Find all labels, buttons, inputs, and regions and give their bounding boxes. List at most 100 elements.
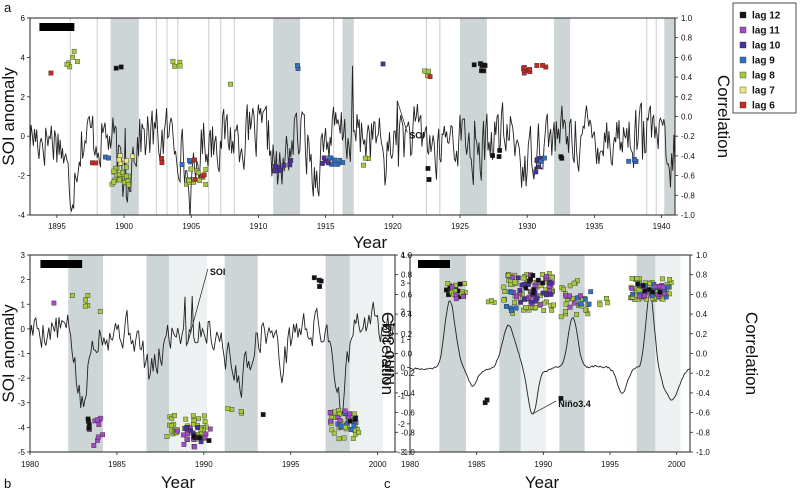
scatter-point-lag-12 [482,400,488,406]
y2-tick-label: -0.6 [681,172,695,181]
y-tick-label: -3 [18,399,26,408]
y-tick-label: 4 [401,251,406,260]
scatter-point-lag-8 [203,167,209,172]
scatter-point-lag-11 [328,418,333,424]
scatter-point-lag-11 [95,434,101,440]
scatter-point-lag-8 [521,275,527,281]
scatter-point-lag-11 [629,286,635,291]
scatter-point-lag-12 [113,65,119,71]
y2-tick-label: -0.2 [681,132,695,141]
scatter-point-lag-12 [531,287,537,292]
scatter-point-lag-8 [82,303,88,309]
scatter-point-lag-8 [660,276,665,282]
scatter-point-lag-6 [159,160,165,166]
y2-tick-label: 0.0 [681,113,693,122]
panel-label: b [4,476,11,491]
scale-bar [40,260,83,268]
scatter-point-lag-11 [91,443,97,448]
scatter-point-lag-6 [93,160,99,166]
y2-tick-label: 1.0 [681,14,693,23]
scatter-point-lag-11 [100,432,106,438]
x-axis-label: Year [525,473,560,492]
scatter-point-lag-10 [273,163,278,169]
panel-label: a [4,0,12,15]
annotation-leader [396,100,408,133]
x-tick-label: 1990 [195,460,213,469]
scatter-point-lag-9 [179,162,185,167]
y2-tick-label: 0.8 [681,34,693,43]
scatter-point-lag-8 [172,63,178,69]
scatter-point-lag-9 [630,291,636,297]
y-tick-label: -1 [18,350,26,359]
scatter-point-lag-12 [481,62,486,68]
scatter-point-lag-12 [642,288,648,294]
scatter-point-lag-9 [351,423,357,429]
scatter-point-lag-10 [544,292,549,298]
scatter-point-lag-8 [523,305,529,310]
scatter-point-lag-8 [521,307,526,313]
scatter-point-lag-11 [538,302,544,307]
scatter-point-lag-10 [325,160,331,166]
scatter-point-lag-11 [567,304,573,310]
y2-tick-label: -0.4 [681,152,695,161]
y2-tick-label: -0.4 [401,389,415,398]
scatter-point-lag-11 [660,284,666,290]
y-axis-label: Niño 3.4 [379,322,398,385]
annotation-leader [187,268,209,343]
y2-axis-label: Correlation [742,312,761,395]
scatter-point-lag-8 [540,272,545,277]
scatter-point-lag-8 [191,418,197,423]
scatter-point-lag-8 [83,297,88,303]
scatter-point-lag-6 [192,176,198,182]
scatter-point-lag-7 [116,157,122,163]
scatter-point-lag-11 [185,431,190,437]
scatter-point-lag-12 [197,435,202,441]
legend-swatch [739,41,747,49]
x-axis-label: Year [353,233,388,252]
y-tick-label: 1 [401,335,406,344]
scatter-point-lag-8 [575,278,580,284]
scatter-point-lag-8 [512,300,517,305]
scatter-point-lag-9 [582,296,588,302]
y2-axis-label: Correlation [714,75,733,158]
scatter-point-lag-8 [508,282,513,287]
scatter-point-lag-12 [347,418,353,424]
scatter-point-lag-12 [86,425,92,431]
scatter-point-lag-9 [509,308,514,314]
scatter-point-lag-11 [578,293,583,299]
y-tick-label: 0 [21,132,26,141]
scatter-point-lag-11 [96,422,102,427]
scatter-point-lag-9 [632,157,637,162]
scatter-point-lag-8 [97,309,103,314]
scatter-point-lag-11 [652,284,658,289]
scatter-point-lag-11 [510,274,515,280]
scatter-point-lag-11 [342,408,348,414]
scatter-point-lag-8 [111,168,117,174]
scatter-point-lag-12 [640,283,646,288]
x-tick-label: 2000 [369,460,387,469]
y2-tick-label: 0.4 [401,310,413,319]
scatter-point-lag-11 [184,436,190,442]
scatter-point-lag-9 [332,161,338,167]
y2-tick-label: -0.8 [696,428,710,437]
y-tick-label: -2 [398,420,406,429]
scatter-point-lag-12 [558,154,564,160]
scatter-point-lag-8 [605,300,611,306]
scatter-point-lag-8 [634,276,640,281]
scatter-point-lag-10 [183,425,189,431]
x-tick-label: 1985 [108,460,126,469]
legend-label: lag 8 [752,71,775,82]
scatter-point-lag-10 [517,288,523,293]
scatter-point-lag-8 [336,436,342,442]
y-tick-label: -2 [18,374,26,383]
scatter-point-lag-11 [514,294,520,300]
y-tick-label: -4 [18,211,26,220]
y-tick-label: -3 [398,448,406,457]
y-tick-label: 2 [401,307,406,316]
scatter-point-lag-11 [202,435,208,440]
scatter-point-lag-9 [509,289,514,295]
scatter-point-lag-10 [321,155,327,161]
scatter-point-lag-8 [169,416,175,421]
scatter-point-lag-12 [425,165,431,171]
